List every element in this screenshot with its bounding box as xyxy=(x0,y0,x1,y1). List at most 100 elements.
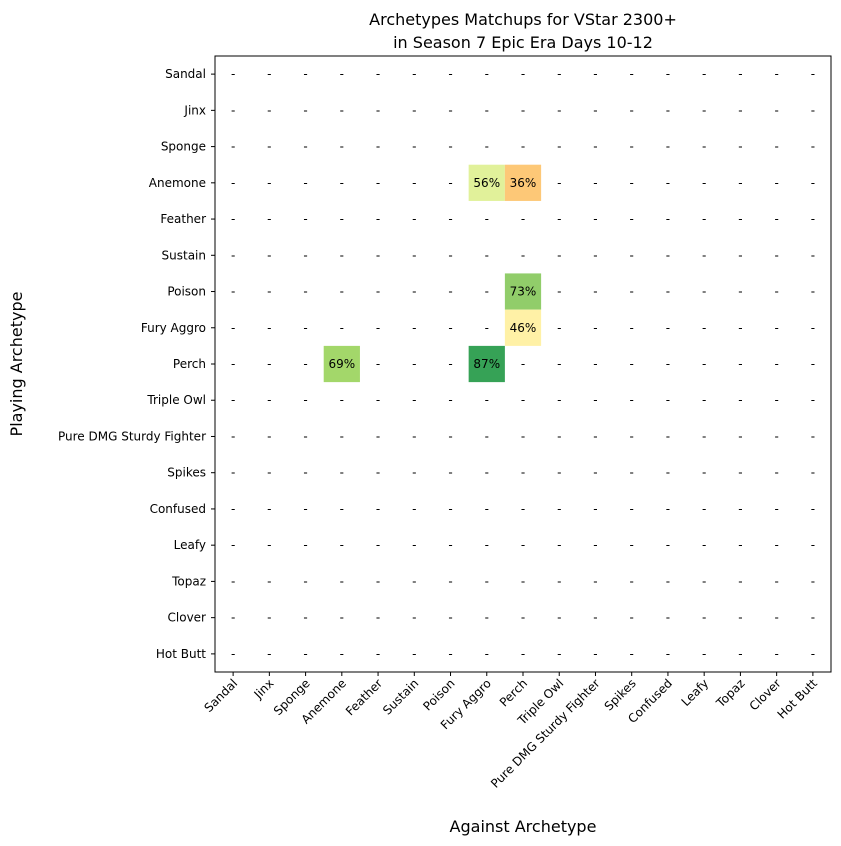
missing-value-marker: - xyxy=(448,357,452,371)
missing-value-marker: - xyxy=(666,611,670,625)
missing-value-marker: - xyxy=(303,321,307,335)
missing-value-marker: - xyxy=(774,103,778,117)
missing-value-marker: - xyxy=(267,357,271,371)
missing-value-marker: - xyxy=(811,538,815,552)
missing-value-marker: - xyxy=(448,176,452,190)
missing-value-marker: - xyxy=(303,140,307,154)
missing-value-marker: - xyxy=(593,140,597,154)
missing-value-marker: - xyxy=(340,321,344,335)
missing-value-marker: - xyxy=(630,647,634,661)
missing-value-marker: - xyxy=(448,538,452,552)
missing-value-marker: - xyxy=(231,321,235,335)
missing-value-marker: - xyxy=(738,357,742,371)
missing-value-marker: - xyxy=(485,466,489,480)
missing-value-marker: - xyxy=(412,647,416,661)
missing-value-marker: - xyxy=(376,140,380,154)
missing-value-marker: - xyxy=(738,103,742,117)
missing-value-marker: - xyxy=(303,285,307,299)
x-axis-ticks: Sandal JinxSpongeAnemoneFeatherSustainPoi… xyxy=(201,672,820,791)
missing-value-marker: - xyxy=(593,466,597,480)
missing-value-marker: - xyxy=(702,357,706,371)
missing-value-marker: - xyxy=(666,393,670,407)
missing-value-marker: - xyxy=(593,321,597,335)
missing-value-marker: - xyxy=(340,103,344,117)
missing-value-marker: - xyxy=(593,611,597,625)
missing-value-marker: - xyxy=(811,647,815,661)
missing-value-marker: - xyxy=(630,248,634,262)
missing-value-marker: - xyxy=(303,212,307,226)
missing-value-marker: - xyxy=(774,248,778,262)
missing-value-marker: - xyxy=(231,502,235,516)
missing-value-marker: - xyxy=(702,502,706,516)
missing-value-marker: - xyxy=(231,248,235,262)
missing-value-marker: - xyxy=(593,67,597,81)
x-tick-label-sustain: Sustain xyxy=(380,676,421,717)
missing-value-marker: - xyxy=(593,538,597,552)
y-tick-label-hot-butt: Hot Butt xyxy=(156,647,206,661)
chart-title-line-1: Archetypes Matchups for VStar 2300+ xyxy=(369,10,677,29)
missing-value-marker: - xyxy=(738,176,742,190)
heatmap-cell-perch-vs-anemone xyxy=(323,345,360,383)
missing-value-marker: - xyxy=(774,212,778,226)
heatmap-cell-fury-aggro-vs-perch xyxy=(504,309,542,346)
missing-value-marker: - xyxy=(485,538,489,552)
missing-value-marker: - xyxy=(231,357,235,371)
y-tick-label-jinx: Jinx xyxy=(183,103,206,117)
missing-value-marker: - xyxy=(811,67,815,81)
missing-value-marker: - xyxy=(557,357,561,371)
missing-value-marker: - xyxy=(448,393,452,407)
missing-value-marker: - xyxy=(340,466,344,480)
missing-value-marker: - xyxy=(231,212,235,226)
missing-value-marker: - xyxy=(702,538,706,552)
missing-value-marker: - xyxy=(231,466,235,480)
missing-value-marker: - xyxy=(267,466,271,480)
missing-value-marker: - xyxy=(267,321,271,335)
missing-value-marker: - xyxy=(774,67,778,81)
missing-value-marker: - xyxy=(666,176,670,190)
missing-value-marker: - xyxy=(412,611,416,625)
missing-value-marker: - xyxy=(267,393,271,407)
missing-value-marker: - xyxy=(630,611,634,625)
y-tick-label-anemone: Anemone xyxy=(149,176,206,190)
missing-value-marker: - xyxy=(412,429,416,443)
missing-value-marker: - xyxy=(521,538,525,552)
missing-value-marker: - xyxy=(811,429,815,443)
missing-value-marker: - xyxy=(738,393,742,407)
missing-value-marker: - xyxy=(593,285,597,299)
missing-value-marker: - xyxy=(811,103,815,117)
missing-value-marker: - xyxy=(303,574,307,588)
missing-value-marker: - xyxy=(738,140,742,154)
missing-value-marker: - xyxy=(340,429,344,443)
missing-value-marker: - xyxy=(666,357,670,371)
missing-value-marker: - xyxy=(666,466,670,480)
missing-value-marker: - xyxy=(738,321,742,335)
missing-value-marker: - xyxy=(448,466,452,480)
missing-value-marker: - xyxy=(303,466,307,480)
missing-value-marker: - xyxy=(738,212,742,226)
x-tick-label-feather: Feather xyxy=(343,676,385,718)
missing-value-marker: - xyxy=(774,357,778,371)
missing-value-marker: - xyxy=(485,393,489,407)
x-tick-label-leafy: Leafy xyxy=(679,676,712,709)
missing-value-marker: - xyxy=(340,393,344,407)
missing-value-marker: - xyxy=(702,212,706,226)
missing-value-marker: - xyxy=(774,429,778,443)
missing-value-marker: - xyxy=(267,176,271,190)
missing-value-marker: - xyxy=(521,502,525,516)
missing-value-marker: - xyxy=(774,321,778,335)
missing-value-marker: - xyxy=(267,429,271,443)
missing-value-marker: - xyxy=(412,466,416,480)
missing-value-marker: - xyxy=(702,176,706,190)
missing-value-marker: - xyxy=(521,393,525,407)
missing-value-marker: - xyxy=(630,212,634,226)
y-tick-label-triple-owl: Triple Owl xyxy=(146,393,206,407)
missing-value-marker: - xyxy=(630,176,634,190)
missing-value-marker: - xyxy=(376,285,380,299)
missing-value-marker: - xyxy=(231,67,235,81)
missing-value-marker: - xyxy=(702,611,706,625)
missing-value-marker: - xyxy=(448,429,452,443)
missing-value-marker: - xyxy=(774,611,778,625)
missing-value-marker: - xyxy=(485,574,489,588)
missing-value-marker: - xyxy=(630,429,634,443)
